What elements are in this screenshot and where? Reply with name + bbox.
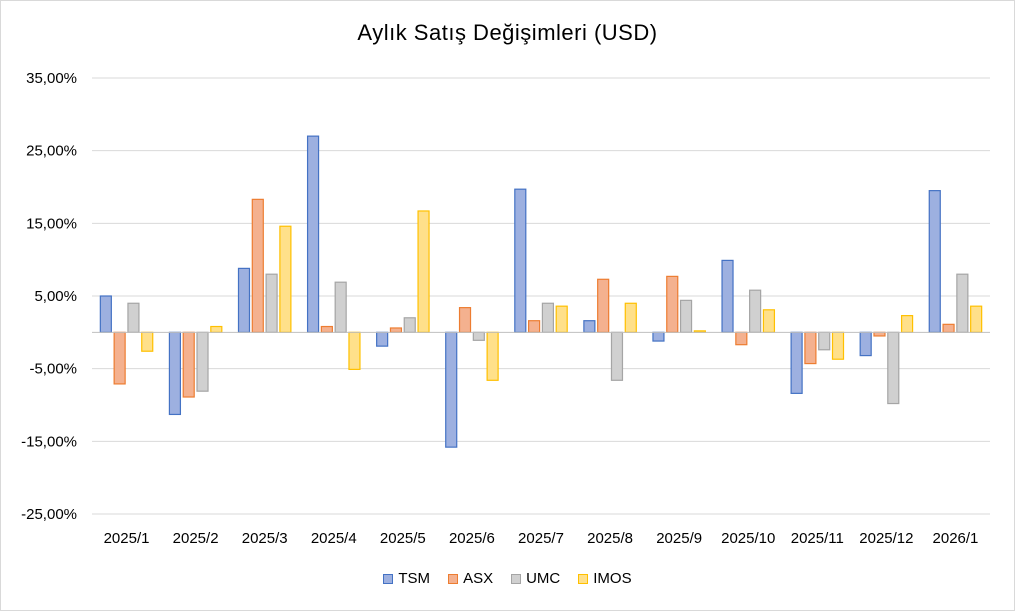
x-tick-label: 2025/8: [587, 530, 633, 547]
bar-asx-2025-2: [182, 331, 195, 398]
bar-imos-2025-8: [624, 302, 637, 333]
legend-item-tsm: TSM: [383, 570, 430, 587]
bar-tsm-2025-2: [168, 331, 182, 416]
bar-imos-2025-11: [831, 331, 845, 360]
bar-tsm-2025-6: [445, 331, 458, 448]
bar-umc-2025-1: [127, 302, 140, 333]
bar-imos-2026-1: [970, 305, 983, 333]
bar-asx-2025-11: [804, 331, 817, 365]
x-tick-label: 2025/7: [518, 530, 564, 547]
legend-swatch: [578, 573, 589, 584]
bar-imos-2025-2: [210, 325, 223, 333]
bar-umc-2025-3: [265, 273, 278, 333]
bar-asx-2025-9: [666, 275, 679, 333]
x-tick-label: 2025/3: [242, 530, 288, 547]
bar-asx-2025-8: [597, 278, 610, 333]
bar-tsm-2025-11: [790, 331, 803, 394]
bar-umc-2025-12: [887, 331, 900, 405]
bar-imos-2025-7: [555, 305, 568, 333]
legend-item-umc: UMC: [511, 570, 560, 587]
chart-title: Aylık Satış Değişimleri (USD): [357, 20, 658, 45]
x-tick-label: 2025/6: [449, 530, 495, 547]
y-tick-label: -25,00%: [21, 506, 77, 523]
bar-asx-2025-7: [527, 320, 541, 333]
x-tick-label: 2025/2: [173, 530, 219, 547]
bar-tsm-2025-7: [514, 188, 527, 333]
bar-asx-2025-4: [320, 325, 333, 333]
bar-imos-2025-4: [348, 331, 361, 370]
bar-umc-2025-5: [403, 317, 416, 333]
bar-asx-2025-6: [458, 307, 472, 333]
bar-tsm-2025-5: [376, 331, 389, 347]
bar-tsm-2025-10: [721, 259, 734, 333]
bar-imos-2025-6: [486, 331, 499, 381]
bar-imos-2025-10: [762, 309, 776, 333]
bar-asx-2025-1: [113, 331, 126, 385]
legend-label: UMC: [526, 570, 561, 587]
bar-umc-2025-4: [334, 281, 347, 333]
x-tick-label: 2025/12: [859, 530, 913, 547]
legend-swatch: [383, 573, 394, 584]
bar-umc-2025-7: [541, 302, 555, 333]
x-tick-label: 2025/5: [380, 530, 426, 547]
y-tick-label: 5,00%: [34, 288, 77, 305]
bar-tsm-2025-4: [306, 135, 320, 333]
bar-tsm-2026-1: [928, 190, 941, 333]
legend-item-asx: ASX: [448, 570, 493, 587]
y-tick-label: 25,00%: [26, 143, 77, 160]
y-tick-label: 15,00%: [26, 215, 77, 232]
bar-imos-2025-1: [141, 331, 154, 352]
bar-umc-2025-11: [818, 331, 831, 351]
bar-asx-2025-5: [389, 327, 403, 333]
bar-asx-2026-1: [942, 323, 955, 333]
x-tick-label: 2025/4: [311, 530, 357, 547]
x-tick-label: 2025/10: [721, 530, 775, 547]
bar-umc-2025-9: [679, 299, 693, 333]
bar-tsm-2025-8: [583, 320, 596, 333]
legend-swatch: [511, 573, 522, 584]
bar-asx-2025-12: [873, 331, 886, 337]
bar-umc-2025-8: [610, 331, 624, 381]
bar-imos-2025-12: [900, 315, 914, 333]
bar-tsm-2025-3: [237, 267, 251, 333]
y-tick-label: -15,00%: [21, 433, 77, 450]
bar-tsm-2025-12: [859, 331, 872, 357]
y-tick-label: -5,00%: [29, 361, 77, 378]
legend-swatch: [448, 573, 459, 584]
legend-label: ASX: [463, 570, 494, 587]
x-tick-label: 2025/1: [104, 530, 150, 547]
bar-tsm-2025-1: [99, 295, 112, 333]
bar-tsm-2025-9: [652, 331, 665, 342]
y-tick-label: 35,00%: [26, 70, 77, 87]
legend-item-imos: IMOS: [578, 570, 632, 587]
bar-umc-2025-6: [472, 331, 485, 341]
legend-label: IMOS: [593, 570, 632, 587]
bar-imos-2025-5: [417, 210, 430, 333]
bar-asx-2025-10: [735, 331, 748, 346]
bar-umc-2026-1: [956, 273, 969, 333]
x-tick-label: 2025/9: [656, 530, 702, 547]
bar-imos-2025-3: [279, 225, 292, 333]
chart-legend: TSM ASX UMC IMOS: [0, 570, 1015, 587]
x-tick-label: 2026/1: [933, 530, 979, 547]
bar-asx-2025-3: [251, 198, 264, 333]
bar-umc-2025-2: [196, 331, 209, 392]
legend-label: TSM: [398, 570, 431, 587]
x-tick-label: 2025/11: [791, 530, 844, 547]
bar-umc-2025-10: [749, 289, 762, 333]
